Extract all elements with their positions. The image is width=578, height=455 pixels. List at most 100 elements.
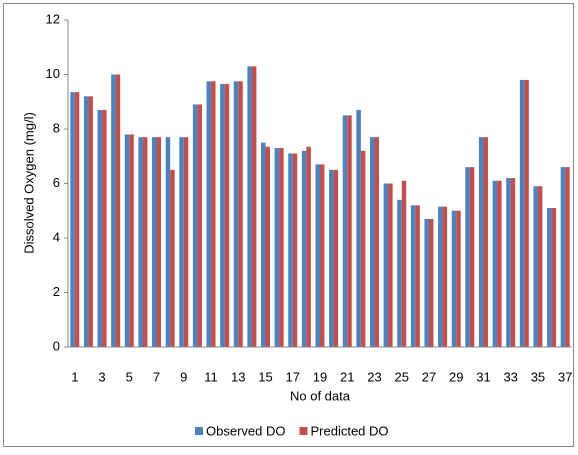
bar [492,180,498,347]
bar [111,74,116,347]
x-tick-label: 7 [153,369,160,384]
y-tick-label: 10 [46,66,60,81]
legend-swatch [195,427,203,435]
bar [497,180,502,347]
bar [170,169,175,347]
bar [524,79,529,347]
bar [551,208,557,347]
bar [410,205,416,347]
bar [301,150,307,347]
x-tick-label: 3 [98,369,105,384]
bar [315,164,320,347]
bar [197,104,202,347]
bar [397,199,402,347]
x-tick-label: 19 [313,369,327,384]
bar [506,178,511,347]
y-axis-title: Dissolved Oxygen (mg/l) [21,112,36,254]
bar [478,137,484,347]
bar [265,146,271,347]
bar [220,84,225,347]
bar [560,167,566,347]
bar [329,169,334,347]
bar [279,148,284,347]
bar [142,137,148,347]
bar [510,178,516,347]
bar [456,210,461,347]
bar [129,134,134,347]
bar [342,115,348,347]
legend-label: Observed DO [206,423,285,438]
bar [88,96,93,347]
bar [97,109,103,347]
bar [83,96,89,347]
x-tick-label: 11 [204,369,218,384]
y-tick-label: 8 [53,120,60,135]
bar [233,81,239,347]
bar [333,169,339,347]
y-tick-label: 0 [53,338,60,353]
bar [74,92,80,348]
bar [292,153,298,347]
bar [465,167,470,347]
bar [388,183,393,347]
bar [206,81,212,347]
y-tick-label: 6 [53,175,60,190]
bar [483,137,488,347]
x-tick-label: 1 [71,369,78,384]
x-tick-label: 17 [286,369,300,384]
legend-label: Predicted DO [310,423,388,438]
bar [288,153,293,347]
bar [469,167,475,347]
x-axis-title: No of data [290,388,351,403]
bar [415,205,420,347]
x-tick-label: 5 [126,369,133,384]
bar [183,137,189,347]
bar [537,186,543,347]
bar [442,206,448,347]
bar [306,146,311,347]
bar [438,206,443,347]
x-tick-label: 9 [180,369,187,384]
y-tick-label: 2 [53,284,60,299]
bar [152,137,157,347]
x-tick-label: 15 [258,369,272,384]
x-tick-label: 31 [476,369,490,384]
x-tick-label: 35 [531,369,545,384]
bar [424,218,429,347]
bar [165,137,171,347]
y-tick-label: 12 [46,11,60,26]
bar [251,66,257,347]
bar [247,66,252,347]
x-tick-label: 23 [367,369,381,384]
bar [374,137,379,347]
legend-swatch [299,427,308,435]
bar [274,148,280,347]
bar [115,74,121,347]
x-tick-label: 21 [340,369,354,384]
bar [179,137,184,347]
x-tick-label: 29 [449,369,463,384]
bar [156,137,162,347]
bar [369,137,375,347]
bar [192,104,198,347]
x-tick-label: 27 [422,369,436,384]
bar [547,208,552,347]
x-tick-label: 37 [558,369,572,384]
bar [224,84,230,347]
bar [211,81,216,347]
bar [238,81,243,347]
bar [320,164,325,347]
bar [565,167,570,347]
bar [401,180,407,347]
y-tick-label: 4 [53,229,60,244]
bar [383,183,389,347]
x-tick-label: 13 [231,369,245,384]
bar [261,142,266,347]
bar [102,109,107,347]
x-tick-label: 25 [394,369,408,384]
bar [533,186,538,347]
bar [360,150,366,347]
bar [347,115,352,347]
bar [138,137,143,347]
